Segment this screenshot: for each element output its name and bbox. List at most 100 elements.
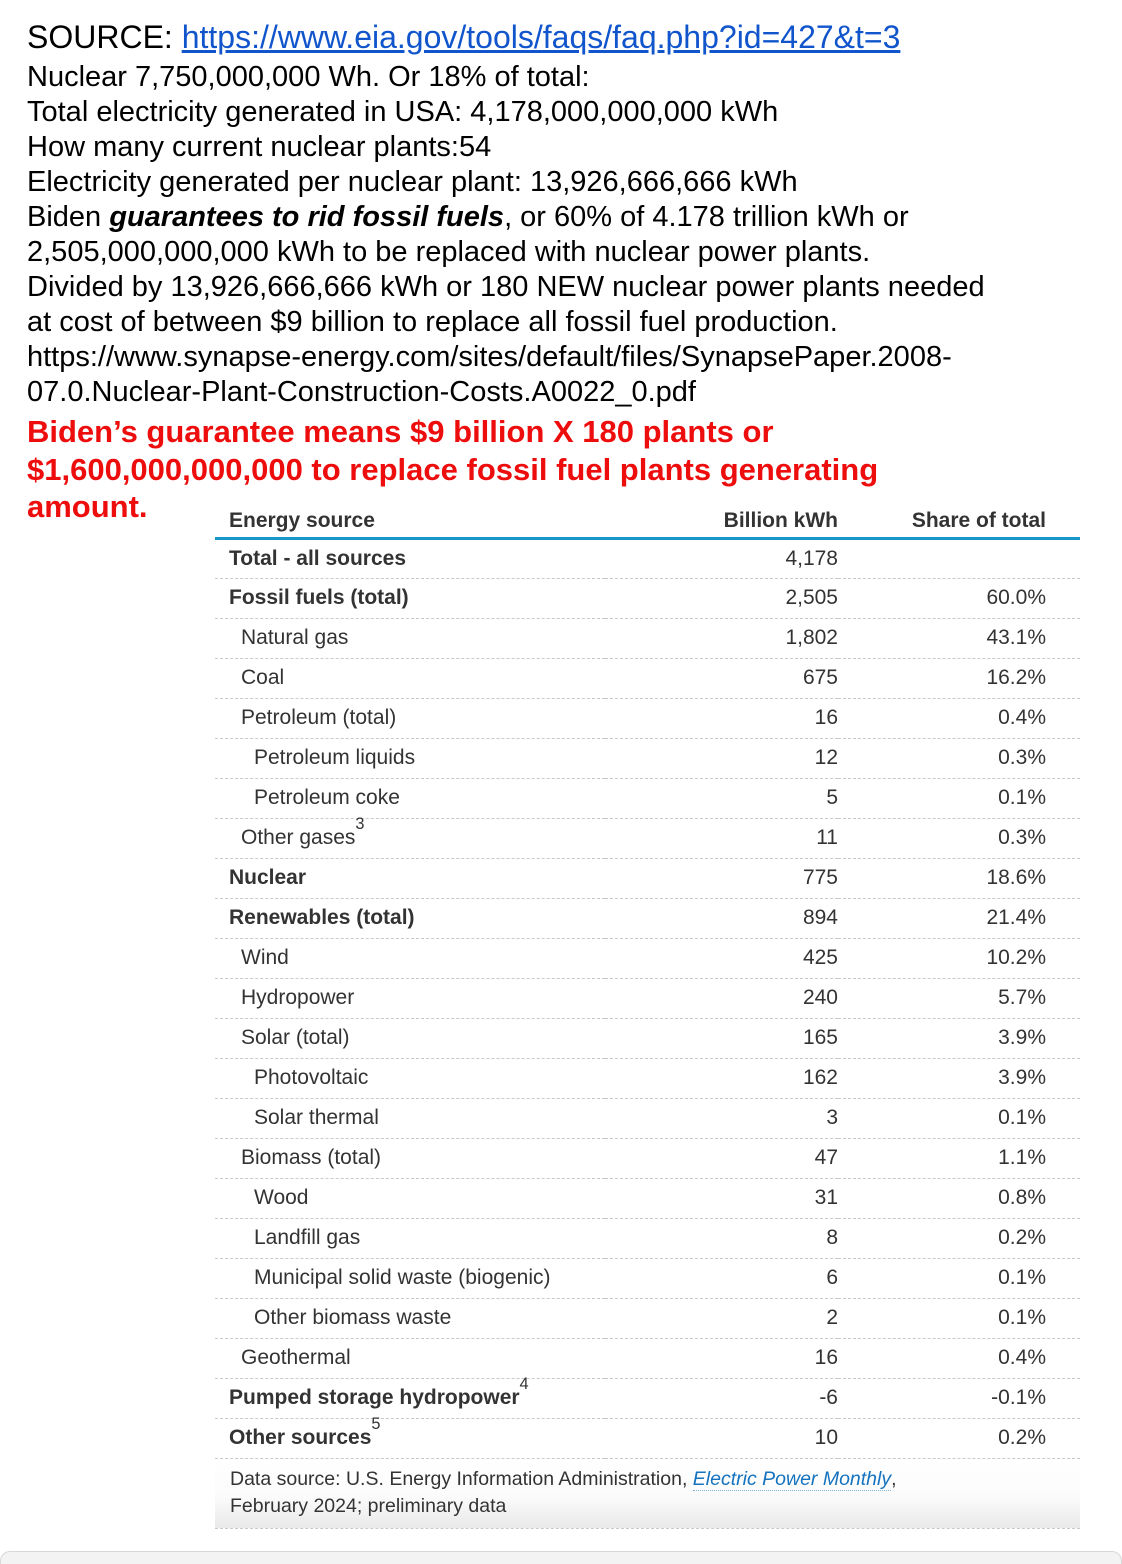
energy-source-cell: Wind	[215, 938, 605, 979]
energy-source-label: Wind	[241, 946, 289, 969]
intro-line-cost: at cost of between $9 billion to replace…	[27, 306, 838, 338]
table-row: Wood 31 0.8%	[215, 1178, 1080, 1219]
footnote-superscript: 3	[355, 814, 365, 833]
share-cell	[838, 538, 1080, 579]
energy-source-cell: Fossil fuels (total)	[215, 578, 605, 619]
footnote-superscript: 4	[519, 1374, 529, 1393]
energy-source-cell: Biomass (total)	[215, 1138, 605, 1179]
kwh-cell: 47	[605, 1138, 838, 1179]
table-row: Hydropower 240 5.7%	[215, 978, 1080, 1019]
table-row: Wind 425 10.2%	[215, 938, 1080, 979]
energy-source-cell: Photovoltaic	[215, 1058, 605, 1099]
kwh-cell: 894	[605, 898, 838, 939]
kwh-cell: 775	[605, 858, 838, 899]
energy-table-widget: Energy source Billion kWh Share of total…	[215, 506, 1080, 1529]
source-link[interactable]: https://www.eia.gov/tools/faqs/faq.php?i…	[181, 19, 901, 55]
kwh-cell: 165	[605, 1018, 838, 1059]
energy-source-label: Photovoltaic	[254, 1066, 369, 1089]
energy-source-cell: Municipal solid waste (biogenic)	[215, 1258, 605, 1299]
energy-source-label: Wood	[254, 1186, 309, 1209]
energy-source-label: Petroleum liquids	[254, 746, 416, 769]
table-row: Total - all sources 4,178	[215, 538, 1080, 579]
kwh-cell: 16	[605, 1338, 838, 1379]
kwh-cell: 240	[605, 978, 838, 1019]
share-cell: 18.6%	[838, 858, 1080, 899]
synapse-url-line2: 07.0.Nuclear-Plant-Construction-Costs.A0…	[27, 376, 696, 408]
intro-text-block: SOURCE: https://www.eia.gov/tools/faqs/f…	[27, 14, 985, 410]
table-row: Petroleum coke 5 0.1%	[215, 778, 1080, 819]
kwh-cell: 2,505	[605, 578, 838, 619]
share-cell: 0.8%	[838, 1178, 1080, 1219]
share-cell: 0.2%	[838, 1418, 1080, 1459]
red-annotation-line1: Biden’s guarantee means $9 billion X 180…	[27, 414, 774, 449]
energy-source-cell: Other gases3	[215, 814, 605, 859]
energy-source-label: Municipal solid waste (biogenic)	[254, 1266, 551, 1289]
table-row: Landfill gas 8 0.2%	[215, 1218, 1080, 1259]
column-header-billion-kwh: Billion kWh	[605, 506, 838, 540]
footer-prefix: Data source: U.S. Energy Information Adm…	[230, 1467, 693, 1490]
energy-source-label: Renewables (total)	[229, 906, 415, 929]
energy-source-cell: Solar thermal	[215, 1098, 605, 1139]
kwh-cell: 16	[605, 698, 838, 739]
intro-line-replace: 2,505,000,000,000 kWh to be replaced wit…	[27, 236, 871, 268]
share-cell: 0.3%	[838, 738, 1080, 779]
share-cell: 1.1%	[838, 1138, 1080, 1179]
energy-source-label: Biomass (total)	[241, 1146, 382, 1169]
intro-line-total: Total electricity generated in USA: 4,17…	[27, 96, 779, 128]
energy-source-cell: Geothermal	[215, 1338, 605, 1379]
table-footer: Data source: U.S. Energy Information Adm…	[215, 1458, 1080, 1529]
kwh-cell: 4,178	[605, 538, 838, 579]
energy-source-label: Other sources	[229, 1426, 372, 1449]
energy-source-label: Total - all sources	[229, 546, 406, 570]
kwh-cell: 5	[605, 778, 838, 819]
energy-source-label: Petroleum (total)	[241, 706, 397, 729]
energy-source-label: Petroleum coke	[254, 786, 400, 809]
table-row: Natural gas 1,802 43.1%	[215, 618, 1080, 659]
table-row: Biomass (total) 47 1.1%	[215, 1138, 1080, 1179]
energy-source-cell: Petroleum coke	[215, 778, 605, 819]
share-cell: 16.2%	[838, 658, 1080, 699]
red-annotation-line3: amount.	[27, 489, 148, 524]
share-cell: 0.1%	[838, 1298, 1080, 1339]
share-cell: -0.1%	[838, 1378, 1080, 1419]
share-cell: 21.4%	[838, 898, 1080, 939]
table-row: Other gases3 11 0.3%	[215, 814, 1080, 859]
table-row: Solar (total) 165 3.9%	[215, 1018, 1080, 1059]
horizontal-scrollbar[interactable]	[0, 1551, 1122, 1564]
share-cell: 3.9%	[838, 1018, 1080, 1059]
table-row: Petroleum liquids 12 0.3%	[215, 738, 1080, 779]
table-row: Pumped storage hydropower4 -6 -0.1%	[215, 1374, 1080, 1419]
kwh-cell: 31	[605, 1178, 838, 1219]
energy-source-cell: Coal	[215, 658, 605, 699]
share-cell: 10.2%	[838, 938, 1080, 979]
intro-line-plants: How many current nuclear plants:54	[27, 131, 492, 163]
table-row: Geothermal 16 0.4%	[215, 1338, 1080, 1379]
table-row: Nuclear 775 18.6%	[215, 858, 1080, 899]
table-row: Municipal solid waste (biogenic) 6 0.1%	[215, 1258, 1080, 1299]
energy-source-label: Nuclear	[229, 866, 307, 889]
energy-source-label: Fossil fuels (total)	[229, 586, 409, 609]
energy-source-cell: Petroleum liquids	[215, 738, 605, 779]
energy-source-label: Pumped storage hydropower	[229, 1386, 520, 1409]
table-row: Photovoltaic 162 3.9%	[215, 1058, 1080, 1099]
biden-bold-phrase: guarantees to rid fossil fuels	[109, 201, 505, 233]
energy-source-label: Hydropower	[241, 986, 355, 1009]
share-cell: 3.9%	[838, 1058, 1080, 1099]
table-row: Renewables (total) 894 21.4%	[215, 898, 1080, 939]
energy-source-cell: Pumped storage hydropower4	[215, 1374, 605, 1419]
intro-line-per-plant: Electricity generated per nuclear plant:…	[27, 166, 798, 198]
energy-source-cell: Total - all sources	[215, 538, 605, 579]
kwh-cell: 2	[605, 1298, 838, 1339]
source-line: SOURCE: https://www.eia.gov/tools/faqs/f…	[27, 14, 985, 60]
share-cell: 60.0%	[838, 578, 1080, 619]
table-row: Fossil fuels (total) 2,505 60.0%	[215, 578, 1080, 619]
energy-source-cell: Other biomass waste	[215, 1298, 605, 1339]
energy-source-label: Geothermal	[241, 1346, 351, 1369]
table-row: Other biomass waste 2 0.1%	[215, 1298, 1080, 1339]
energy-source-label: Other gases	[241, 826, 356, 849]
electric-power-monthly-link[interactable]: Electric Power Monthly	[692, 1467, 892, 1491]
biden-suffix: , or 60% of 4.178 trillion kWh or	[504, 201, 909, 233]
energy-table: Energy source Billion kWh Share of total…	[215, 506, 1080, 1459]
share-cell: 0.4%	[838, 698, 1080, 739]
energy-source-label: Coal	[241, 666, 285, 689]
